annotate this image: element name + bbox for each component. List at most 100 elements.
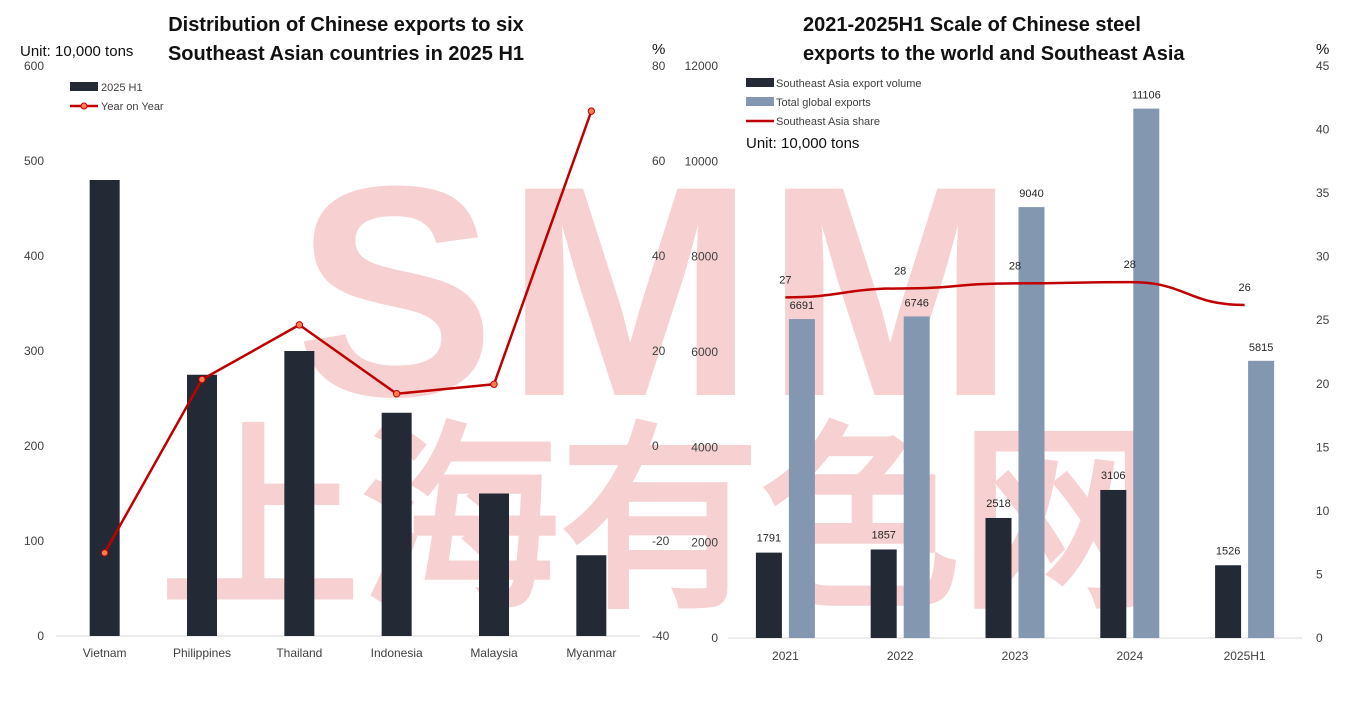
chart-2-x-tick: 2023 [1002,649,1029,663]
legend-label-share: Southeast Asia share [776,116,880,128]
chart-2-x-tick: 2021 [772,649,799,663]
data-label-share: 26 [1238,282,1250,294]
bar-2025-h1-philippines [187,374,217,636]
chart-2-y-tick: 0 [711,631,718,645]
bar-2025-h1-vietnam [89,180,120,636]
chart-2-y-tick: 2000 [691,536,718,550]
chart-1-legend: 2025 H1 Year on Year [70,82,164,113]
chart-2-y2-tick: 45 [1316,59,1330,73]
chart-2-y2-tick: 0 [1316,631,1323,645]
bar-global-exports-2024 [1133,108,1160,638]
chart-2-legend: Southeast Asia export volume Total globa… [746,78,922,128]
chart-2-y2-tick: 30 [1316,250,1330,264]
yoy-point-thailand [295,321,304,329]
bar-global-exports-2023 [1018,207,1045,639]
chart-1-y-tick: 500 [24,154,44,168]
bar-sea-volume-2022 [870,549,897,638]
bar-2025-h1-thailand [284,351,315,636]
chart-1-x-tick: Thailand [276,646,322,660]
chart-2-y2-tick: 15 [1316,440,1330,454]
chart-1-x-tick: Indonesia [371,646,423,660]
data-label-share: 28 [1009,260,1021,272]
chart-1-y2-tick: 60 [652,154,666,168]
data-label-global-exports: 6691 [790,300,814,312]
chart-1-x-tick: Philippines [173,646,231,660]
chart-2-y-tick: 4000 [691,440,718,454]
legend-label-global: Total global exports [776,97,871,109]
data-label-share: 28 [1124,259,1136,271]
chart-1-y2-unit: % [652,41,665,58]
chart-2-unit-label: Unit: 10,000 tons [746,135,859,152]
line-year-on-year [103,110,593,554]
chart-2-y2-tick: 40 [1316,123,1330,137]
chart-2-y2-tick: 10 [1316,504,1330,518]
chart-1-y2-tick: 0 [652,439,659,453]
chart-1: Distribution of Chinese exports to six S… [20,14,670,660]
bar-sea-volume-2021 [755,552,782,638]
chart-1-y-tick: 400 [24,249,44,263]
data-label-sea-volume: 1857 [871,529,895,541]
data-label-sea-volume: 3106 [1101,470,1125,482]
chart-2-x-tick: 2025H1 [1224,649,1266,663]
yoy-point-vietnam [100,549,109,557]
chart-2-y2-tick: 35 [1316,186,1330,200]
chart-2-y2-tick: 20 [1316,377,1330,391]
watermark-logo: SMM [295,123,1025,459]
data-label-sea-volume: 1791 [757,533,781,545]
bar-global-exports-2022 [903,316,930,638]
chart-1-y2-tick: 20 [652,344,666,358]
chart-1-y2-tick: -40 [652,629,670,643]
bar-global-exports-2025h1 [1248,360,1275,638]
chart-2-x-tick: 2022 [887,649,914,663]
data-label-global-exports: 6746 [904,297,928,309]
yoy-point-philippines [198,375,206,384]
chart-2: 2021-2025H1 Scale of Chinese steel expor… [685,14,1330,663]
chart-1-y-tick: 300 [24,344,44,358]
chart-1-y-tick: 200 [24,439,44,453]
chart-1-y-tick: 100 [24,534,44,548]
chart-1-title-line-1: Distribution of Chinese exports to six [168,14,524,36]
chart-1-y-tick: 0 [37,629,44,643]
bar-2025-h1-malaysia [479,493,509,636]
chart-1-y2-tick: -20 [652,534,670,548]
data-label-share: 27 [779,274,791,286]
bar-2025-h1-indonesia [381,412,412,636]
data-label-global-exports: 5815 [1249,342,1273,354]
legend-swatch-sea-volume [746,78,774,87]
yoy-point-malaysia [490,380,498,388]
legend-marker-yoy [80,102,88,110]
chart-2-y2-unit: % [1316,41,1329,58]
legend-label-2025-h1: 2025 H1 [101,82,143,94]
data-label-sea-volume: 1526 [1216,545,1240,557]
bar-global-exports-2021 [788,319,815,638]
chart-2-y2-tick: 5 [1316,567,1323,581]
chart-1-x-tick: Malaysia [470,646,518,660]
yoy-point-myanmar [587,107,596,115]
chart-1-y2-tick: 80 [652,59,666,73]
chart-2-y-tick: 12000 [685,59,719,73]
chart-1-title-line-2: Southeast Asian countries in 2025 H1 [168,43,524,65]
legend-swatch-global [746,97,774,106]
legend-label-yoy: Year on Year [101,101,164,113]
chart-2-title-line-1: 2021-2025H1 Scale of Chinese steel [803,14,1141,36]
bar-sea-volume-2023 [985,517,1012,638]
line-southeast-asia-share [785,280,1245,307]
data-label-global-exports: 9040 [1019,188,1043,200]
data-label-sea-volume: 2518 [986,498,1010,510]
chart-1-x-tick: Myanmar [566,646,616,660]
bar-sea-volume-2024 [1100,489,1127,638]
chart-2-x-tick: 2024 [1116,649,1143,663]
data-label-share: 28 [894,265,906,277]
legend-label-sea-volume: Southeast Asia export volume [776,78,922,90]
chart-2-y2-tick: 25 [1316,313,1330,327]
chart-2-y-tick: 6000 [691,345,718,359]
bar-2025-h1-myanmar [576,555,607,636]
chart-1-y2-tick: 40 [652,249,666,263]
chart-1-y-tick: 600 [24,59,44,73]
chart-1-x-tick: Vietnam [83,646,127,660]
bar-sea-volume-2025h1 [1215,565,1242,638]
yoy-point-indonesia [392,390,401,398]
legend-swatch-2025-h1 [70,82,98,91]
data-label-global-exports: 11106 [1132,90,1161,102]
